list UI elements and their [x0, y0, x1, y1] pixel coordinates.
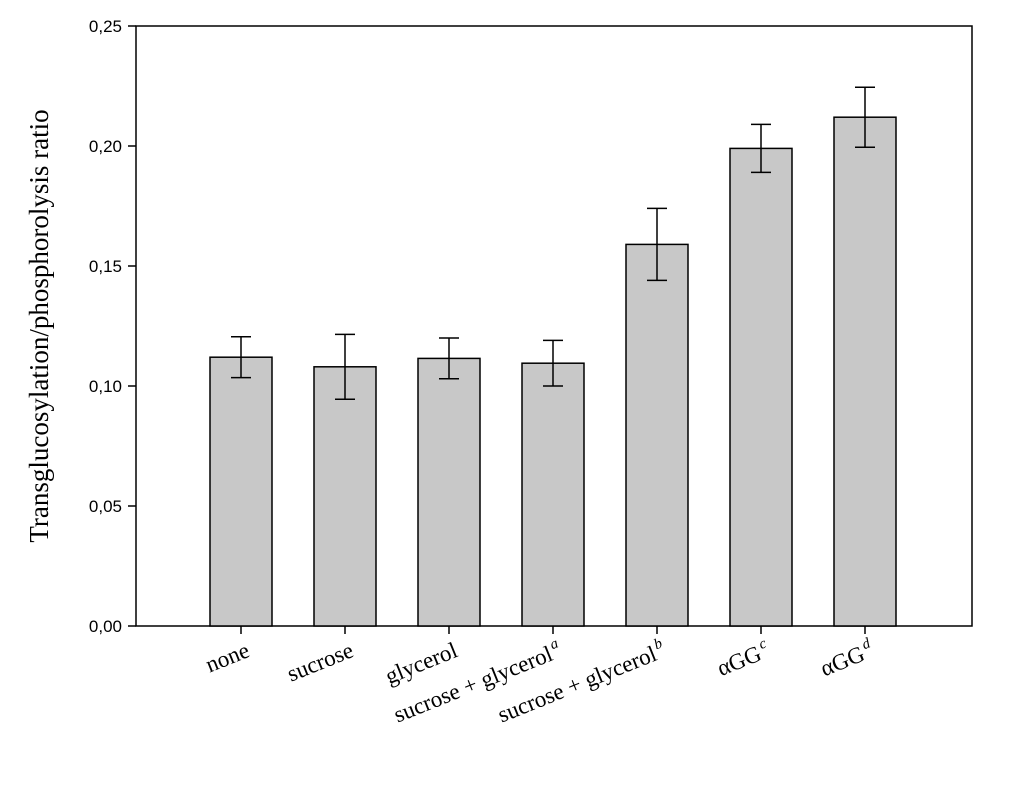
error-bars	[231, 86, 875, 400]
x-tick-label: sucrose + glycerola	[389, 636, 564, 728]
x-tick-label: αGGd	[816, 635, 877, 681]
bar	[729, 147, 793, 627]
x-tick-label: sucrose	[284, 637, 357, 686]
x-tick-label-text: none	[202, 637, 253, 677]
y-tick-label: 0,05	[89, 497, 122, 516]
bar	[521, 362, 585, 627]
bar	[417, 357, 481, 627]
x-tick-label-text: αGG	[713, 641, 764, 681]
y-tick-label: 0,20	[89, 137, 122, 156]
x-tick-label-text: sucrose	[284, 637, 357, 686]
y-tick-label: 0,15	[89, 257, 122, 276]
bar	[625, 243, 689, 627]
x-tick-label: sucrose + glycerolb	[493, 635, 669, 727]
x-tick-label: none	[202, 637, 253, 677]
y-tick-label: 0,10	[89, 377, 122, 396]
y-tick-label: 0,00	[89, 617, 122, 636]
x-tick-label-text: αGG	[817, 641, 868, 681]
bar	[209, 356, 273, 627]
bars	[209, 116, 897, 627]
bar	[313, 366, 377, 627]
y-axis: 0,00 0,05 0,10 0,15 0,20 0,25	[89, 17, 136, 636]
x-tick-label: αGGc	[713, 635, 773, 680]
bar	[833, 116, 897, 627]
y-axis-label: Transglucosylation/phosphorolysis ratio	[24, 109, 54, 542]
y-tick-label: 0,25	[89, 17, 122, 36]
